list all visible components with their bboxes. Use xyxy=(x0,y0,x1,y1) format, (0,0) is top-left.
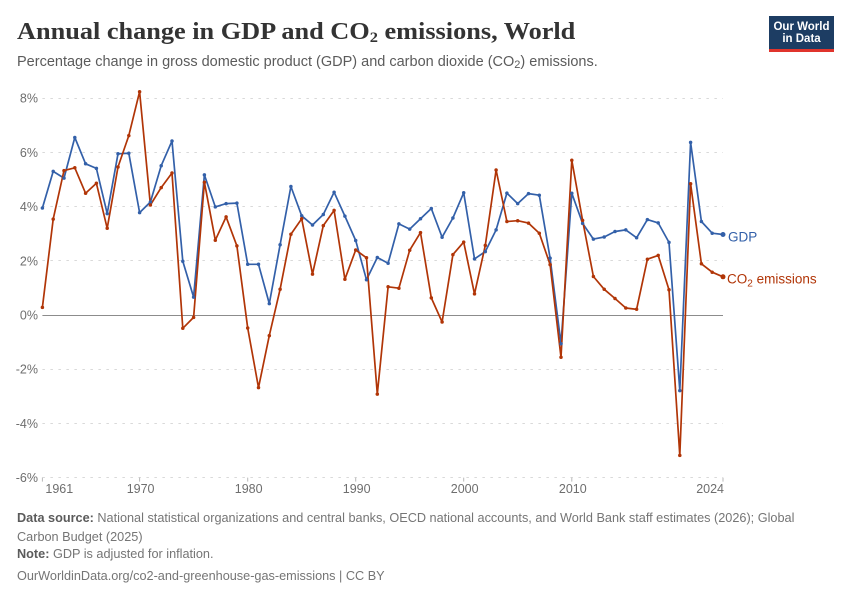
svg-text:CO2 emissions: CO2 emissions xyxy=(727,272,817,290)
svg-text:2024: 2024 xyxy=(696,482,724,496)
svg-text:1970: 1970 xyxy=(127,482,155,496)
svg-text:8%: 8% xyxy=(20,92,38,106)
svg-text:0%: 0% xyxy=(20,309,38,323)
svg-text:2000: 2000 xyxy=(451,482,479,496)
svg-text:GDP: GDP xyxy=(728,230,757,245)
svg-text:4%: 4% xyxy=(20,200,38,214)
svg-text:-6%: -6% xyxy=(16,471,38,485)
svg-text:1961: 1961 xyxy=(45,482,73,496)
svg-text:-4%: -4% xyxy=(16,417,38,431)
svg-text:2010: 2010 xyxy=(559,482,587,496)
svg-text:6%: 6% xyxy=(20,146,38,160)
svg-text:1980: 1980 xyxy=(235,482,263,496)
svg-text:1990: 1990 xyxy=(343,482,371,496)
svg-text:2%: 2% xyxy=(20,254,38,268)
svg-text:-2%: -2% xyxy=(16,363,38,377)
